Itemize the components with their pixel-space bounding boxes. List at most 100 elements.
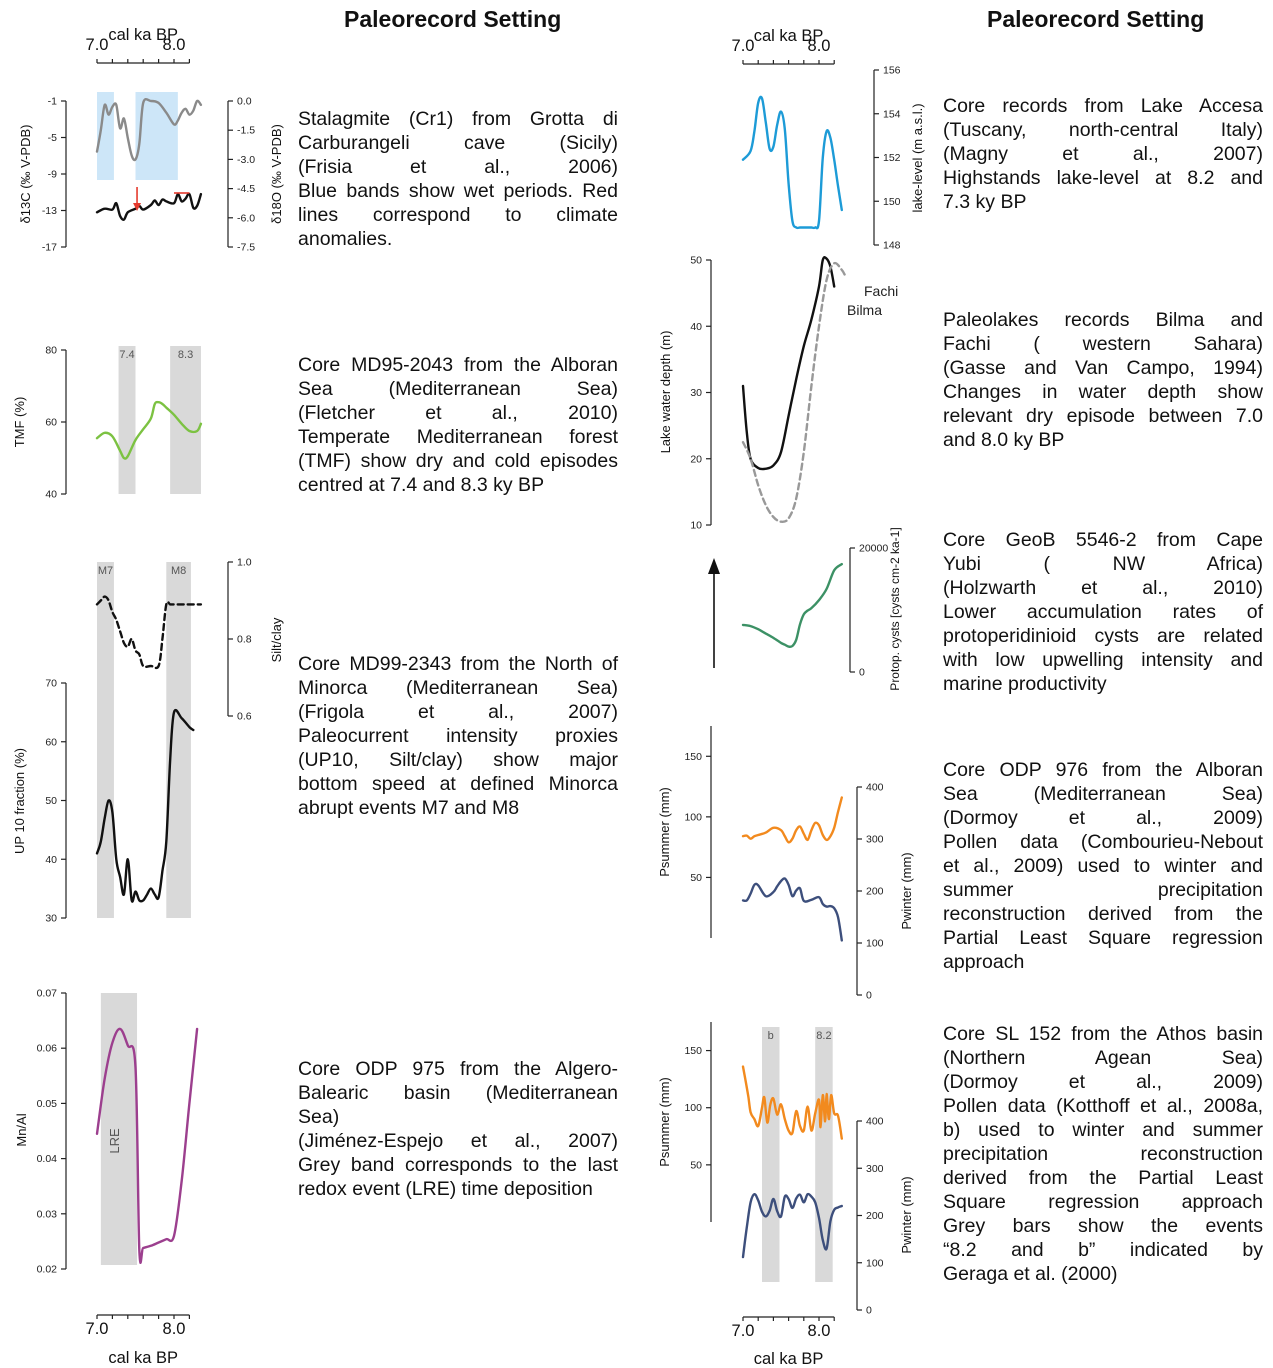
bottom-left-time-tick-label: 8.0 [163,1320,186,1338]
minorca-right-tick-label: 1.0 [237,557,252,569]
accesa-right-axis-title: lake-level (m a.s.l.) [910,103,925,212]
carburangeli-left-tick-label: -9 [48,169,57,181]
minorca-left-tick-label: 50 [45,795,57,807]
minorca-band [166,562,191,918]
description-line: Core ODP 976 from the Alboran [943,759,1263,781]
description-line: Temperate Mediterranean forest [298,426,618,448]
description-line: (Northern Agean Sea) [943,1047,1263,1069]
description-line: protoperidinioid cysts are related [943,625,1263,647]
description-line: Core MD99-2343 from the North of [298,653,618,675]
carburangeli-right-tick-label: -7.5 [237,242,255,254]
description-sl152: Core SL 152 from the Athos basin (Norther… [943,1022,1263,1286]
minorca-left-tick-label: 60 [45,736,57,748]
description-line: with low upwelling intensity and [943,649,1263,671]
accesa-right-tick-label: 154 [883,108,901,120]
mnal-left-tick-label: 0.03 [37,1208,58,1220]
bilma_fachi-left-tick-label: 40 [690,321,702,333]
description-line: Highstands lake-level at 8.2 and [943,167,1263,189]
carburangeli-series-line [95,97,203,162]
description-line: (Dormoy et al., 2009) [943,807,1263,829]
odp976-left-tick-label: 50 [690,872,702,884]
odp976-right-tick-label: 0 [866,990,872,1002]
carburangeli-right-axis-title: δ18O (‰ V-PDB) [269,124,284,224]
mnal-left-tick-label: 0.02 [37,1264,58,1276]
odp976-right-tick-label: 400 [866,782,884,794]
description-line: reconstruction derived from the [943,903,1263,925]
carburangeli-series-line [95,192,203,221]
odp976-left-tick-label: 150 [684,751,702,763]
odp976-right-tick-label: 100 [866,938,884,950]
description-line: Core SL 152 from the Athos basin [943,1023,1263,1045]
top-left-time-axis-label: cal ka BP [108,26,178,44]
cape_yubi-series-line [741,562,843,648]
description-carburangeli: Stalagmite (Cr1) from Grotta di Carburang… [298,107,618,251]
bilma_fachi-left-tick-label: 10 [690,520,702,532]
accesa-right-tick-label: 150 [883,196,901,208]
top-right-time-tick-label: 8.0 [808,37,831,55]
tmf-band [170,346,201,494]
band-layer [97,92,833,1282]
series-layer [95,95,847,1264]
description-odp975: Core ODP 975 from the Algero- Balearic ba… [298,1057,618,1201]
mnal-band [100,993,138,1265]
carburangeli-right-tick-label: -4.5 [237,183,255,195]
description-line: relevant dry episode between 7.0 [943,405,1263,427]
bottom-left-time-tick-label: 7.0 [86,1320,109,1338]
description-line: abrupt events M7 and M8 [298,797,520,819]
tmf-band-label: 7.4 [119,349,134,361]
tmf-band [118,346,136,494]
description-line: (UP10, Silt/clay) show major [298,749,618,771]
minorca-series-line [95,708,195,903]
description-line: (Gasse and Van Campo, 1994) [943,357,1263,379]
description-line: approach [943,951,1025,973]
mnal-band-label: LRE [107,1128,122,1154]
top-right-time-tick-label: 7.0 [732,37,755,55]
description-line: Square regression approach [943,1191,1263,1213]
description-line: (Dormoy et al., 2009) [943,1071,1263,1093]
description-line: precipitation reconstruction [943,1143,1263,1165]
odp976-right-tick-label: 200 [866,886,884,898]
description-line: centred at 7.4 and 8.3 ky BP [298,474,545,496]
sl152-series-line [741,1192,843,1259]
description-line: anomalies. [298,228,393,250]
description-line: Sea (Mediterranean Sea) [298,378,618,400]
mnal-left-tick-label: 0.07 [37,988,58,1000]
description-line: (TMF) show dry and cold episodes [298,450,618,472]
right-column-header: Paleorecord Setting [987,6,1205,32]
description-lake-accesa: Core records from Lake Accesa (Tuscany, n… [943,94,1263,214]
carburangeli-right-tick-label: -3.0 [237,154,255,166]
description-line: Sea (Mediterranean Sea) [943,783,1263,805]
bottom-right-time-axis-label: cal ka BP [754,1350,824,1368]
accesa-series-line [741,95,843,230]
description-line: Core MD95-2043 from the Alboran [298,354,618,376]
description-line: summer precipitation [943,879,1263,901]
cape_yubi-right-axis-title: Protop. cysts [cysts cm-2 ka-1] [888,527,902,690]
mnal-series-line [95,1027,199,1264]
carburangeli-right-tick-label: -6.0 [237,212,255,224]
mnal-left-tick-label: 0.04 [37,1153,58,1165]
minorca-left-axis-title: UP 10 fraction (%) [12,748,27,854]
top-left-time-tick-label: 7.0 [86,36,109,54]
tmf-band-label: 8.3 [178,349,193,361]
top-right-time-axis-label: cal ka BP [754,27,824,45]
description-bilma-fachi: Paleolakes records Bilma and Fachi ( west… [943,308,1263,452]
tmf-left-tick-label: 60 [45,417,57,429]
bilma_fachi-series-line [741,256,836,471]
description-line: Minorca (Mediterranean Sea) [298,677,618,699]
description-md99-2343: Core MD99-2343 from the North of Minorca … [298,652,618,820]
description-line: Partial Least Square regression [943,927,1263,949]
axes-layer [61,59,879,1321]
bilma_fachi-left-tick-label: 30 [690,387,702,399]
description-line: (Tuscany, north-central Italy) [943,119,1263,141]
accesa-right-tick-label: 148 [883,240,901,252]
description-line: Core ODP 975 from the Algero- [298,1058,618,1080]
sl152-series-line [741,1065,843,1140]
odp976-series-line [741,796,843,844]
sl152-band-label: 8.2 [816,1030,831,1042]
description-line: et al., 2009) used to winter and [943,855,1263,877]
accesa-right-tick-label: 156 [883,65,901,77]
description-line: 7.3 ky BP [943,191,1027,213]
mnal-left-tick-label: 0.05 [37,1098,58,1110]
series-label-bilma: Bilma [847,302,882,318]
